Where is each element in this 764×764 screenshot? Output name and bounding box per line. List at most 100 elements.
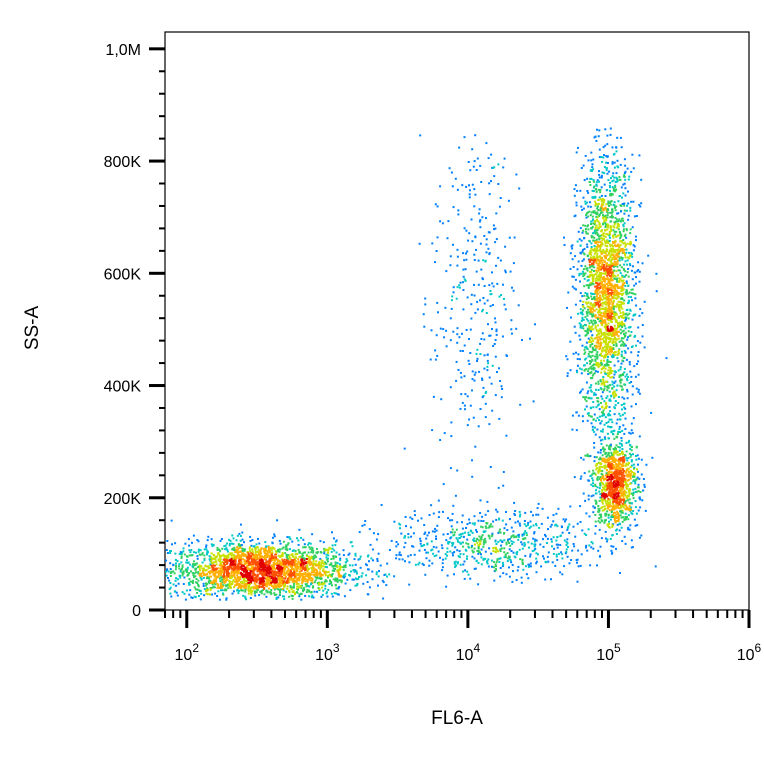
data-point (241, 567, 244, 570)
data-point (228, 584, 231, 587)
data-point (623, 263, 626, 266)
data-point (601, 287, 604, 290)
data-point (219, 567, 222, 570)
data-point (191, 541, 193, 544)
data-point (264, 557, 267, 559)
data-point (262, 566, 265, 569)
data-point (604, 235, 607, 238)
data-point (581, 259, 584, 262)
data-point (249, 540, 252, 542)
data-point (591, 215, 594, 218)
data-point (340, 579, 343, 582)
data-point (594, 241, 597, 243)
data-point (601, 502, 604, 505)
data-point (198, 564, 201, 567)
data-point (583, 364, 585, 367)
data-point (607, 349, 610, 352)
data-point (281, 583, 284, 586)
data-point (609, 263, 612, 266)
data-point (638, 203, 641, 206)
data-point (622, 280, 624, 282)
data-point (235, 550, 238, 553)
data-point (334, 561, 337, 564)
data-point (325, 571, 328, 574)
data-point (606, 254, 608, 257)
data-point (229, 565, 232, 568)
data-point (216, 571, 219, 574)
data-point (599, 496, 602, 499)
data-point (600, 259, 603, 262)
data-point (635, 276, 637, 279)
data-point (566, 358, 569, 361)
data-point (614, 206, 616, 209)
data-point (270, 591, 272, 594)
data-point (589, 284, 591, 287)
data-point (608, 314, 611, 317)
data-point (619, 136, 622, 139)
data-point (215, 567, 218, 570)
data-point (597, 330, 600, 333)
data-point (216, 546, 219, 549)
data-point (589, 361, 592, 363)
data-point (615, 497, 618, 500)
data-point (185, 555, 188, 558)
data-point (279, 567, 282, 570)
data-point (282, 580, 285, 583)
data-point (575, 411, 578, 414)
data-point (188, 554, 191, 557)
data-point (609, 236, 611, 239)
data-point (615, 290, 618, 293)
data-point (195, 578, 198, 580)
data-point (634, 487, 637, 490)
data-point (585, 341, 588, 344)
data-point (602, 366, 605, 368)
data-point (613, 226, 616, 229)
data-point (202, 576, 205, 579)
data-point (244, 580, 247, 582)
data-point (175, 577, 178, 580)
data-point (630, 331, 633, 333)
data-point (289, 548, 291, 551)
data-point (361, 572, 364, 575)
data-point (589, 362, 592, 365)
data-point (315, 555, 318, 558)
data-point (314, 573, 317, 576)
data-point (252, 574, 255, 577)
data-point (306, 565, 309, 568)
data-point (281, 588, 284, 590)
data-point (596, 271, 599, 274)
data-point (590, 251, 593, 254)
data-point (331, 569, 334, 572)
plot-area (164, 31, 750, 611)
data-point (592, 406, 595, 409)
data-point (259, 565, 262, 568)
data-point (609, 370, 612, 373)
data-point (239, 546, 242, 549)
data-point (234, 571, 237, 574)
data-point (582, 164, 585, 167)
data-point (591, 304, 594, 307)
data-point (597, 209, 600, 211)
data-point (283, 584, 286, 587)
data-point (598, 296, 601, 299)
data-point (199, 553, 202, 556)
data-point (600, 211, 602, 214)
data-point (613, 161, 616, 164)
data-point (229, 585, 232, 588)
data-point (236, 580, 238, 583)
data-point (609, 275, 612, 277)
data-point (630, 375, 633, 378)
data-point (200, 592, 203, 595)
data-point (599, 342, 601, 345)
data-point (226, 566, 229, 568)
data-point (231, 548, 234, 551)
data-point (273, 579, 276, 582)
data-point (286, 566, 289, 569)
data-point (630, 242, 632, 245)
data-point (199, 549, 202, 552)
data-point (264, 552, 267, 555)
data-point (588, 251, 591, 254)
data-point (324, 584, 327, 587)
data-point (338, 586, 341, 588)
data-point (310, 596, 313, 599)
